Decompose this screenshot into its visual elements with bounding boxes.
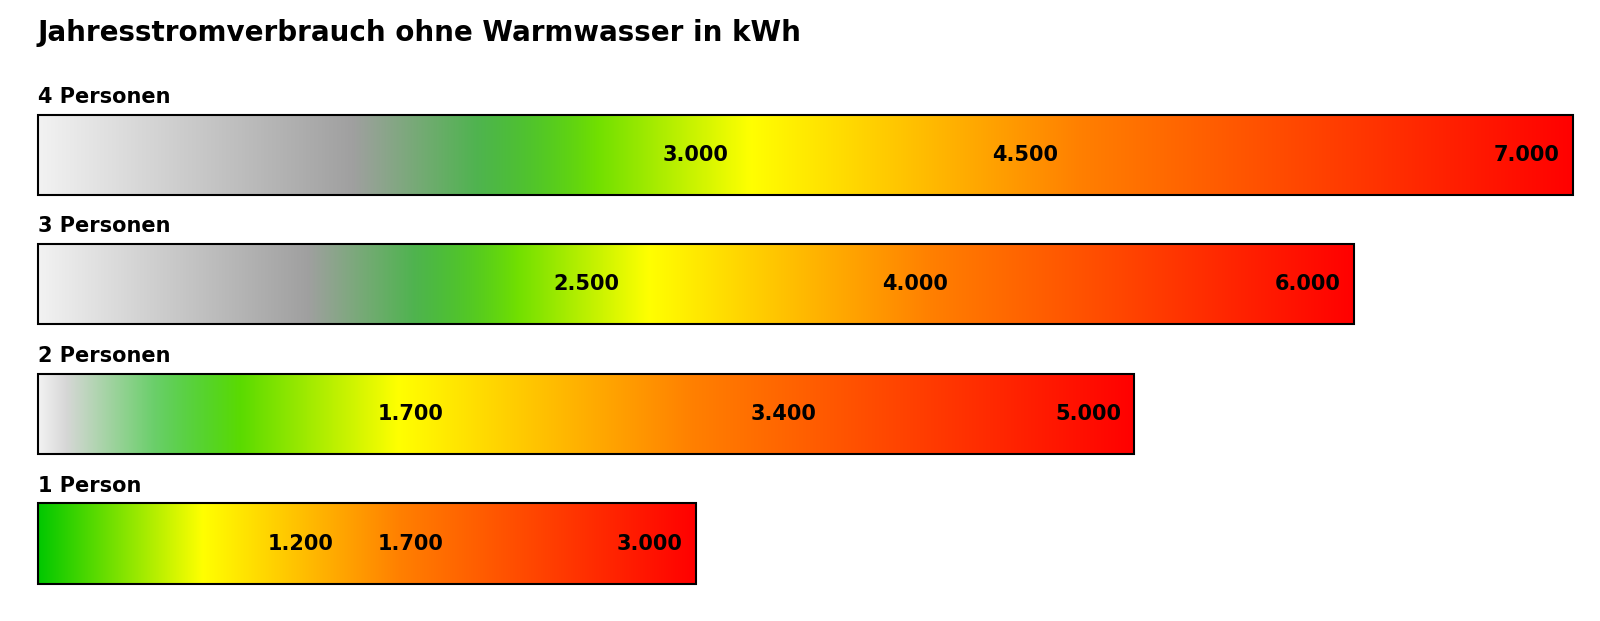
Text: 4.000: 4.000 xyxy=(882,274,949,294)
Text: 5.000: 5.000 xyxy=(1056,404,1122,424)
Text: 3.400: 3.400 xyxy=(750,404,816,424)
Bar xyxy=(38,244,1354,325)
Text: 1.700: 1.700 xyxy=(378,404,443,424)
Bar xyxy=(38,114,1573,195)
Text: 1 Person: 1 Person xyxy=(38,476,141,496)
Bar xyxy=(38,374,1134,454)
Text: Jahresstromverbrauch ohne Warmwasser in kWh: Jahresstromverbrauch ohne Warmwasser in … xyxy=(38,19,802,47)
Bar xyxy=(38,504,696,584)
Text: 1.700: 1.700 xyxy=(378,533,443,553)
Text: 4 Personen: 4 Personen xyxy=(38,87,171,107)
Text: 3.000: 3.000 xyxy=(662,145,728,165)
Text: 3 Personen: 3 Personen xyxy=(38,216,171,237)
Text: 7.000: 7.000 xyxy=(1494,145,1560,165)
Text: 3.000: 3.000 xyxy=(616,533,683,553)
Text: 4.500: 4.500 xyxy=(992,145,1058,165)
Text: 2.500: 2.500 xyxy=(554,274,619,294)
Text: 1.200: 1.200 xyxy=(269,533,334,553)
Text: 6.000: 6.000 xyxy=(1275,274,1341,294)
Text: 2 Personen: 2 Personen xyxy=(38,346,171,366)
